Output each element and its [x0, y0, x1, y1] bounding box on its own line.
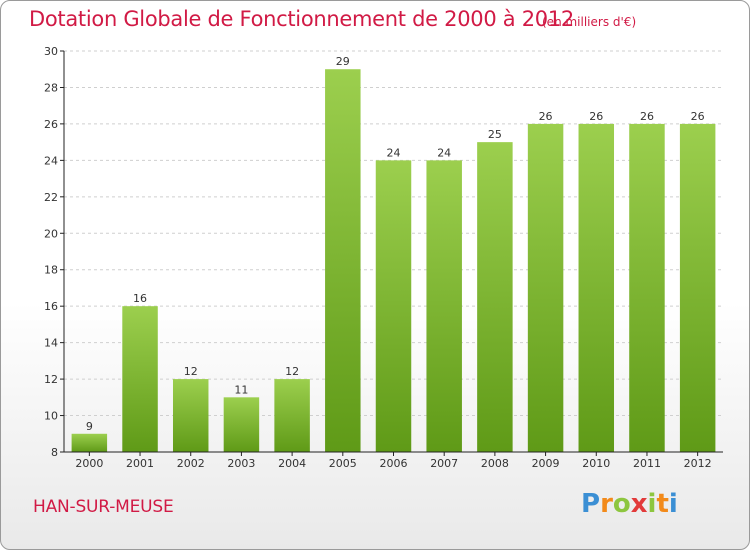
commune-name: HAN-SUR-MEUSE	[33, 497, 174, 517]
y-tick-label: 16	[44, 300, 58, 313]
bar-2001	[122, 306, 158, 452]
y-tick-label: 30	[44, 45, 58, 58]
bar-2008	[477, 142, 513, 453]
y-tick-label: 24	[44, 154, 58, 167]
data-label-2008: 25	[488, 128, 502, 141]
x-tick-label: 2003	[227, 457, 255, 470]
data-label-2010: 26	[589, 110, 603, 123]
x-tick-label: 2002	[177, 457, 205, 470]
bar-2002	[172, 379, 209, 452]
x-tick-label: 2001	[126, 457, 154, 470]
bar-2012	[679, 123, 716, 452]
data-label-2007: 24	[437, 146, 451, 159]
data-label-2003: 11	[234, 383, 248, 396]
y-tick-label: 20	[44, 227, 58, 240]
axes: 8 10 12 14 16 18 20 22 24 26 28 30 2000 2001 2002 2003 2…	[44, 45, 723, 470]
bar-2004	[274, 379, 310, 452]
bar-2003	[223, 397, 260, 452]
y-tick-label: 12	[44, 373, 58, 386]
x-tick-label: 2009	[532, 457, 560, 470]
data-label-2009: 26	[539, 110, 553, 123]
chart-unit: (en milliers d'€)	[542, 15, 637, 29]
bar-2007	[426, 160, 462, 452]
x-tick-label: 2006	[380, 457, 408, 470]
data-label-2000: 9	[86, 420, 93, 433]
x-tick-label: 2012	[684, 457, 712, 470]
y-tick-label: 22	[44, 191, 58, 204]
y-tick-label: 14	[44, 337, 58, 350]
data-labels: 9 16 12 11 12 29 24 24 25 26 26 26 26	[86, 55, 705, 433]
bar-2005	[325, 69, 361, 453]
x-tick-label: 2008	[481, 457, 509, 470]
x-tick-label: 2000	[75, 457, 103, 470]
y-tick-label: 8	[51, 446, 58, 459]
bar-2010	[578, 123, 615, 452]
y-tick-label: 28	[44, 81, 58, 94]
x-tick-label: 2005	[329, 457, 357, 470]
data-label-2012: 26	[691, 110, 705, 123]
y-tick-label: 10	[44, 410, 58, 423]
data-label-2006: 24	[387, 146, 401, 159]
x-tick-label: 2010	[582, 457, 610, 470]
bar-2000	[71, 433, 108, 452]
y-tick-label: 18	[44, 264, 58, 277]
bar-2011	[629, 123, 665, 452]
x-tick-label: 2007	[430, 457, 458, 470]
data-label-2004: 12	[285, 365, 299, 378]
x-tick-label: 2011	[633, 457, 661, 470]
bars	[71, 69, 716, 453]
x-tick-label: 2004	[278, 457, 306, 470]
bar-2006	[375, 160, 412, 452]
data-label-2005: 29	[336, 55, 350, 68]
data-label-2011: 26	[640, 110, 654, 123]
bar-2009	[527, 123, 564, 452]
data-label-2002: 12	[184, 365, 198, 378]
proxiti-logo: Proxiti	[581, 489, 678, 519]
chart-title: Dotation Globale de Fonctionnement de 20…	[29, 7, 574, 31]
data-label-2001: 16	[133, 292, 147, 305]
y-tick-label: 26	[44, 118, 58, 131]
